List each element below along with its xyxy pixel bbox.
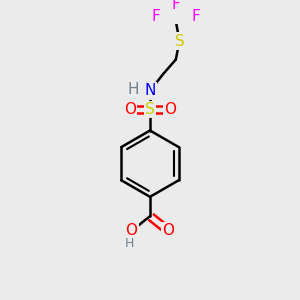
Text: O: O bbox=[126, 224, 138, 238]
Text: O: O bbox=[162, 224, 174, 238]
Text: F: F bbox=[171, 0, 180, 12]
Text: S: S bbox=[145, 102, 155, 117]
Text: O: O bbox=[164, 102, 176, 117]
Text: O: O bbox=[124, 102, 136, 117]
Text: F: F bbox=[192, 9, 200, 24]
Text: F: F bbox=[151, 9, 160, 24]
Text: H: H bbox=[125, 237, 134, 250]
Text: N: N bbox=[144, 83, 156, 98]
Text: H: H bbox=[128, 82, 139, 97]
Text: S: S bbox=[175, 34, 184, 49]
